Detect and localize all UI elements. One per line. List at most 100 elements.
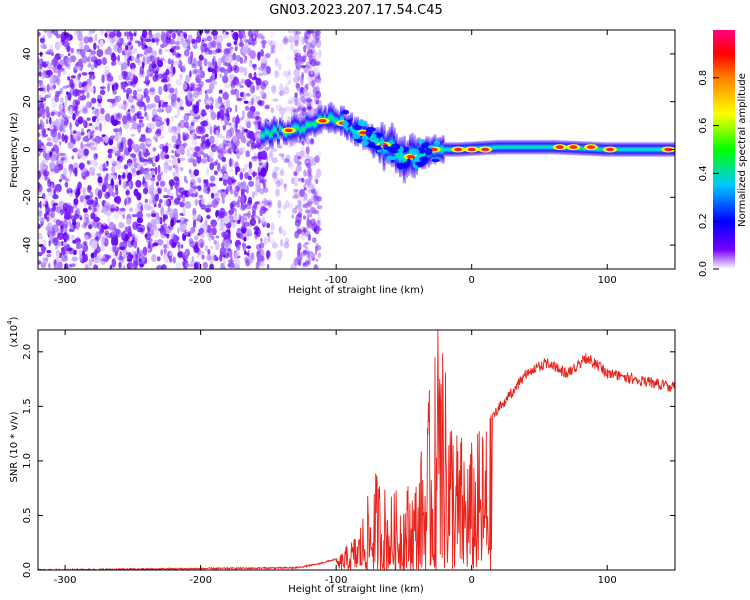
noise-speck xyxy=(127,225,132,231)
noise-speck xyxy=(46,250,52,254)
noise-speck xyxy=(106,46,112,55)
noise-speck xyxy=(80,141,84,150)
noise-speck xyxy=(73,69,77,74)
noise-speck xyxy=(242,243,247,252)
noise-speck xyxy=(256,33,264,39)
signal-band-slice xyxy=(651,142,654,157)
signal-band-slice xyxy=(264,118,268,145)
top-y-tick-label: -20 xyxy=(22,189,33,205)
noise-speck xyxy=(271,83,277,92)
noise-speck xyxy=(45,226,51,232)
noise-speck xyxy=(240,181,248,190)
signal-band-slice xyxy=(632,142,636,157)
noise-speck xyxy=(187,91,192,101)
bottom-y-tick-label: 0.0 xyxy=(22,562,33,578)
noise-speck xyxy=(141,30,148,39)
noise-speck xyxy=(303,193,307,203)
noise-speck xyxy=(102,221,107,226)
noise-speck xyxy=(84,170,90,177)
noise-speck xyxy=(272,98,279,102)
noise-speck xyxy=(168,73,172,78)
noise-speck xyxy=(252,120,259,125)
noise-speck xyxy=(254,111,260,116)
noise-speck xyxy=(247,47,251,56)
noise-speck xyxy=(198,178,202,184)
noise-speck xyxy=(236,166,241,173)
noise-speck xyxy=(173,176,180,182)
noise-speck xyxy=(120,81,127,90)
noise-speck xyxy=(172,172,180,177)
noise-speck xyxy=(64,94,68,104)
signal-band-slice xyxy=(512,139,516,155)
noise-speck xyxy=(38,152,41,157)
colorbar-tick-label: 0.8 xyxy=(698,70,709,86)
noise-speck xyxy=(293,30,298,36)
signal-band-slice xyxy=(646,142,650,157)
signal-blob xyxy=(391,156,396,161)
noise-speck xyxy=(310,138,315,144)
noise-speck xyxy=(210,107,214,117)
noise-speck xyxy=(313,37,316,42)
noise-speck xyxy=(233,63,236,70)
noise-speck xyxy=(247,196,253,204)
noise-speck xyxy=(264,104,271,108)
noise-speck xyxy=(77,73,81,81)
noise-speck xyxy=(279,238,284,247)
noise-speck xyxy=(301,55,307,63)
noise-speck xyxy=(82,253,88,263)
noise-speck xyxy=(79,195,85,203)
noise-speck xyxy=(237,232,243,240)
signal-hotspot xyxy=(586,145,595,149)
noise-speck xyxy=(119,258,124,262)
noise-speck xyxy=(210,74,217,82)
noise-speck xyxy=(278,153,285,157)
noise-speck xyxy=(193,169,200,177)
signal-band-slice xyxy=(327,103,331,134)
noise-speck xyxy=(52,184,58,190)
noise-speck xyxy=(288,160,292,168)
noise-speck xyxy=(81,72,88,76)
noise-speck xyxy=(297,50,302,59)
noise-speck xyxy=(74,77,78,87)
noise-speck xyxy=(189,70,192,78)
noise-speck xyxy=(126,218,132,225)
noise-speck xyxy=(152,174,156,178)
noise-speck xyxy=(45,51,51,55)
noise-speck xyxy=(176,106,181,116)
noise-speck xyxy=(99,39,104,47)
noise-speck xyxy=(97,103,102,108)
noise-speck xyxy=(112,89,117,95)
noise-speck xyxy=(89,87,95,93)
noise-speck xyxy=(42,239,47,248)
signal-band-slice xyxy=(303,115,307,143)
noise-speck xyxy=(40,121,45,125)
noise-speck xyxy=(78,81,83,89)
signal-blob xyxy=(433,140,441,146)
noise-speck xyxy=(134,261,140,266)
noise-speck xyxy=(39,64,43,70)
noise-speck xyxy=(317,211,321,221)
noise-speck xyxy=(316,219,321,229)
signal-band-slice xyxy=(526,139,530,155)
noise-speck xyxy=(315,34,321,40)
noise-speck xyxy=(217,35,224,43)
exponent-close: ) xyxy=(9,316,20,320)
noise-speck xyxy=(239,168,246,173)
noise-speck xyxy=(104,32,108,38)
noise-speck xyxy=(168,83,171,88)
noise-speck xyxy=(193,68,198,75)
noise-speck xyxy=(140,134,146,139)
noise-speck xyxy=(200,233,205,239)
noise-speck xyxy=(163,214,169,220)
signal-band-slice xyxy=(537,139,541,155)
noise-speck xyxy=(307,105,312,111)
signal-band-slice xyxy=(297,116,301,139)
bottom-x-tick-label: 0 xyxy=(469,575,475,586)
noise-speck xyxy=(157,203,162,208)
noise-speck xyxy=(310,252,316,262)
signal-band-slice xyxy=(309,114,313,136)
signal-band-slice xyxy=(520,139,524,155)
noise-speck xyxy=(204,45,208,53)
noise-speck xyxy=(79,216,83,221)
noise-speck xyxy=(266,264,270,269)
